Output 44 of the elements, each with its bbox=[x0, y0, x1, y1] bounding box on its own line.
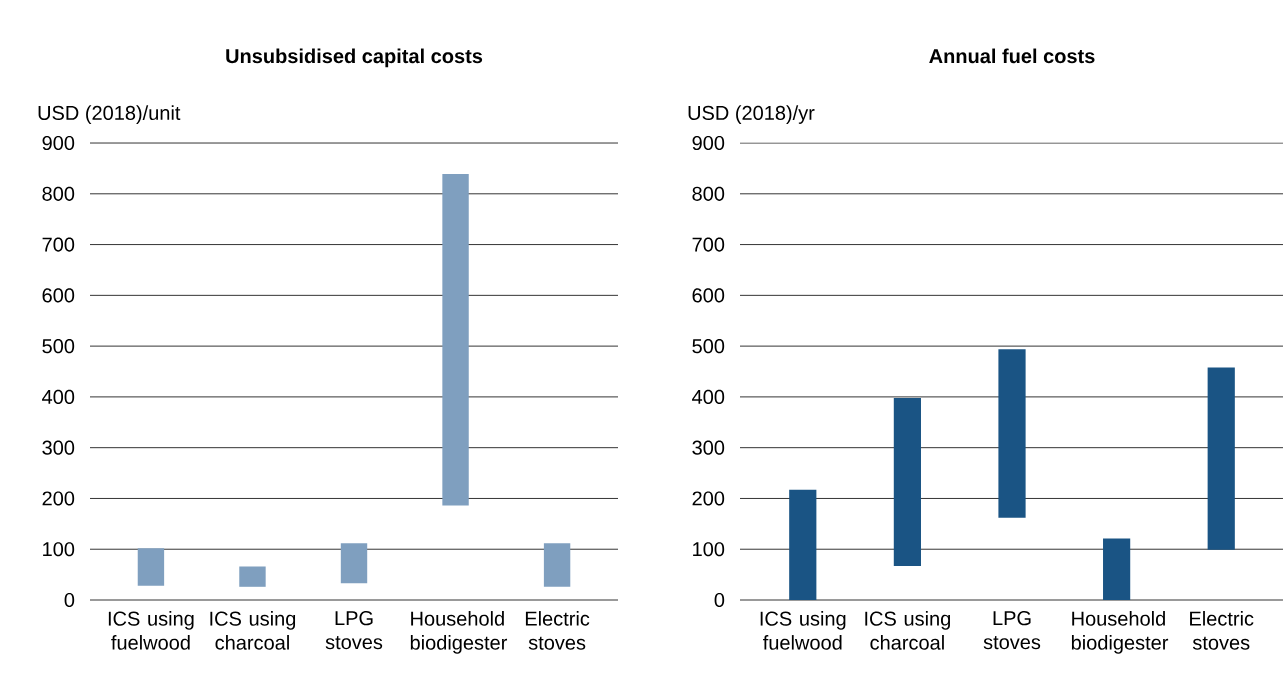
y-tick-label: 200 bbox=[692, 491, 725, 506]
x-tick-label: ICS using fuelwood bbox=[108, 611, 194, 650]
y-axis-title: USD (2018)/unit bbox=[38, 105, 181, 124]
y-tick-label: 400 bbox=[42, 389, 75, 404]
y-tick-label: 500 bbox=[42, 339, 75, 354]
y-tick-label: 400 bbox=[692, 389, 725, 404]
y-tick-label: 100 bbox=[693, 542, 725, 557]
y-tick-label: 900 bbox=[692, 135, 725, 151]
y-tick-label: 100 bbox=[43, 542, 75, 557]
y-tick-label: 800 bbox=[42, 186, 75, 201]
x-tick-label: ICS using charcoal bbox=[210, 611, 296, 650]
bar bbox=[340, 543, 368, 584]
x-tick-label: ICS using fuelwood bbox=[760, 611, 846, 650]
bar bbox=[1207, 367, 1235, 550]
y-tick-label: 700 bbox=[42, 237, 75, 252]
x-tick-label: Household biodigester bbox=[410, 611, 508, 654]
bar bbox=[893, 397, 921, 566]
y-tick-label: 300 bbox=[692, 440, 725, 455]
chart-title: Unsubsidised capital costs bbox=[226, 48, 483, 68]
chart-title: Annual fuel costs bbox=[929, 48, 1095, 64]
y-tick-label: 600 bbox=[42, 288, 75, 303]
bar bbox=[789, 489, 817, 601]
x-tick-label: Electric stoves bbox=[525, 611, 590, 650]
x-tick-label: Household biodigester bbox=[1071, 611, 1169, 654]
y-tick-label: 900 bbox=[42, 135, 75, 151]
y-tick-label: 300 bbox=[42, 440, 75, 455]
y-tick-label: 700 bbox=[692, 237, 725, 252]
y-tick-label: 600 bbox=[692, 288, 725, 303]
y-tick-label: 500 bbox=[692, 339, 725, 354]
x-tick-label: ICS using charcoal bbox=[865, 611, 951, 650]
x-tick-label: LPG stoves bbox=[983, 611, 1041, 650]
bar bbox=[137, 548, 165, 586]
bar bbox=[1103, 538, 1131, 601]
bar bbox=[543, 543, 571, 587]
bar bbox=[998, 349, 1026, 518]
x-tick-label: LPG stoves bbox=[325, 611, 383, 650]
y-tick-label: 0 bbox=[64, 592, 75, 608]
y-axis-title: USD (2018)/yr bbox=[688, 105, 815, 124]
y-tick-label: 200 bbox=[42, 491, 75, 506]
x-tick-label: Electric stoves bbox=[1190, 611, 1254, 650]
bar bbox=[239, 566, 266, 587]
y-tick-label: 0 bbox=[714, 592, 725, 608]
y-tick-label: 800 bbox=[692, 186, 725, 201]
bar bbox=[442, 174, 469, 506]
